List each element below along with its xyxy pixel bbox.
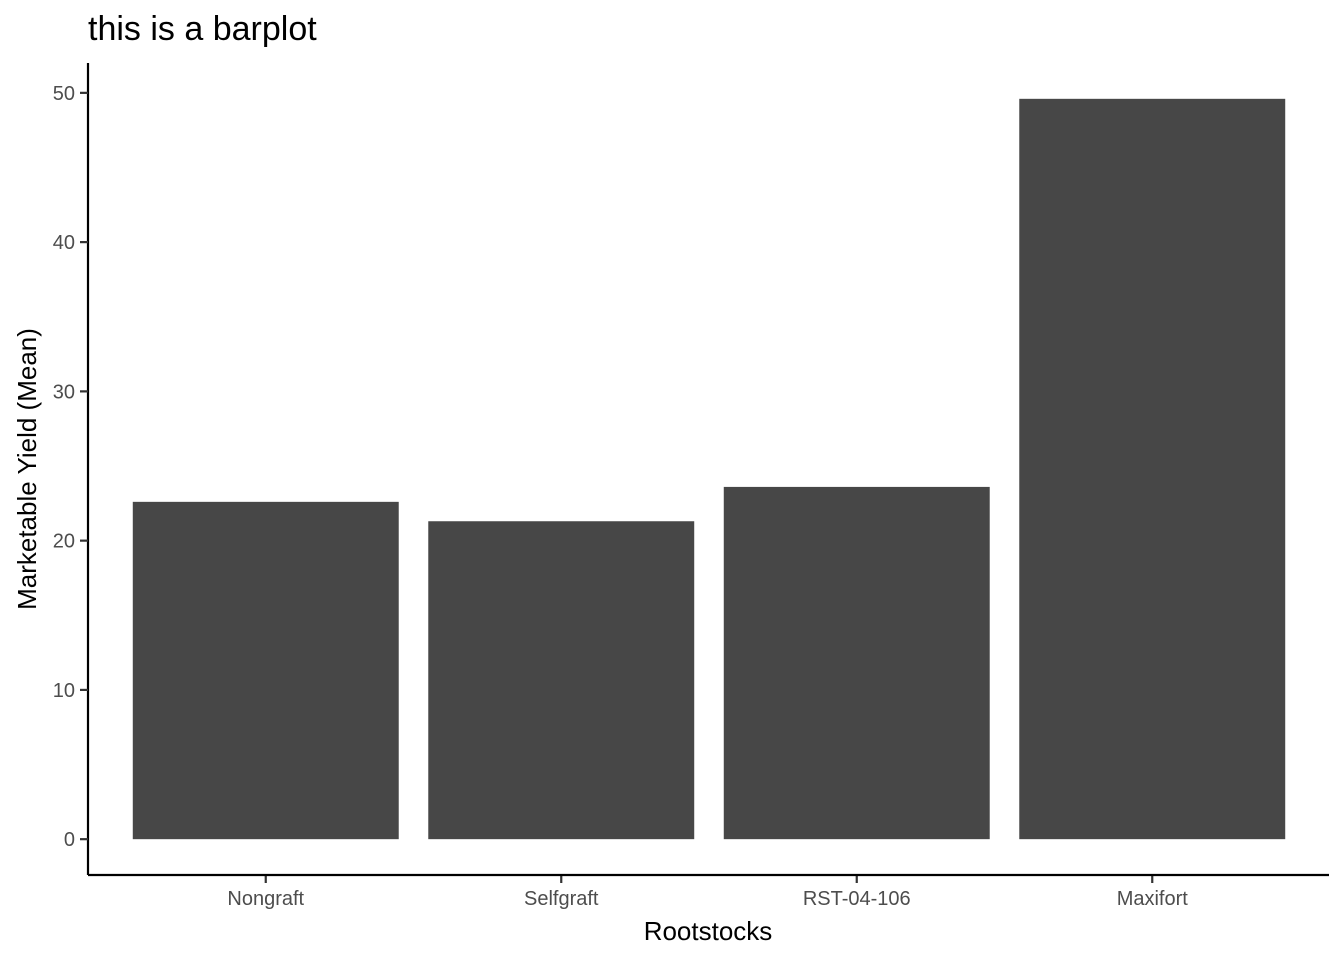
y-tick-label-20: 20 [53, 531, 75, 553]
y-tick-label-40: 40 [53, 232, 75, 254]
y-tick-label-10: 10 [53, 680, 75, 702]
x-tick-label-maxifort: Maxifort [1117, 888, 1189, 910]
y-tick-label-0: 0 [64, 829, 75, 851]
bar-maxifort [1019, 98, 1286, 840]
bars-group [132, 98, 1286, 840]
y-tick-label-30: 30 [53, 381, 75, 403]
chart-title: this is a barplot [88, 10, 317, 48]
x-axis-title: Rootstocks [644, 916, 773, 946]
x-tick-label-rst-04-106: RST-04-106 [803, 888, 911, 910]
y-axis: 0 10 20 30 40 50 [53, 63, 90, 875]
x-axis: Nongraft Selfgraft RST-04-106 Maxifort [88, 873, 1329, 910]
y-tick-label-50: 50 [53, 83, 75, 105]
x-tick-label-selfgraft: Selfgraft [524, 888, 599, 910]
y-axis-title: Marketable Yield (Mean) [12, 328, 42, 610]
bar-selfgraft [428, 521, 695, 840]
bar-rst-04-106 [723, 486, 990, 840]
bar-nongraft [132, 501, 399, 840]
x-tick-label-nongraft: Nongraft [227, 888, 304, 910]
